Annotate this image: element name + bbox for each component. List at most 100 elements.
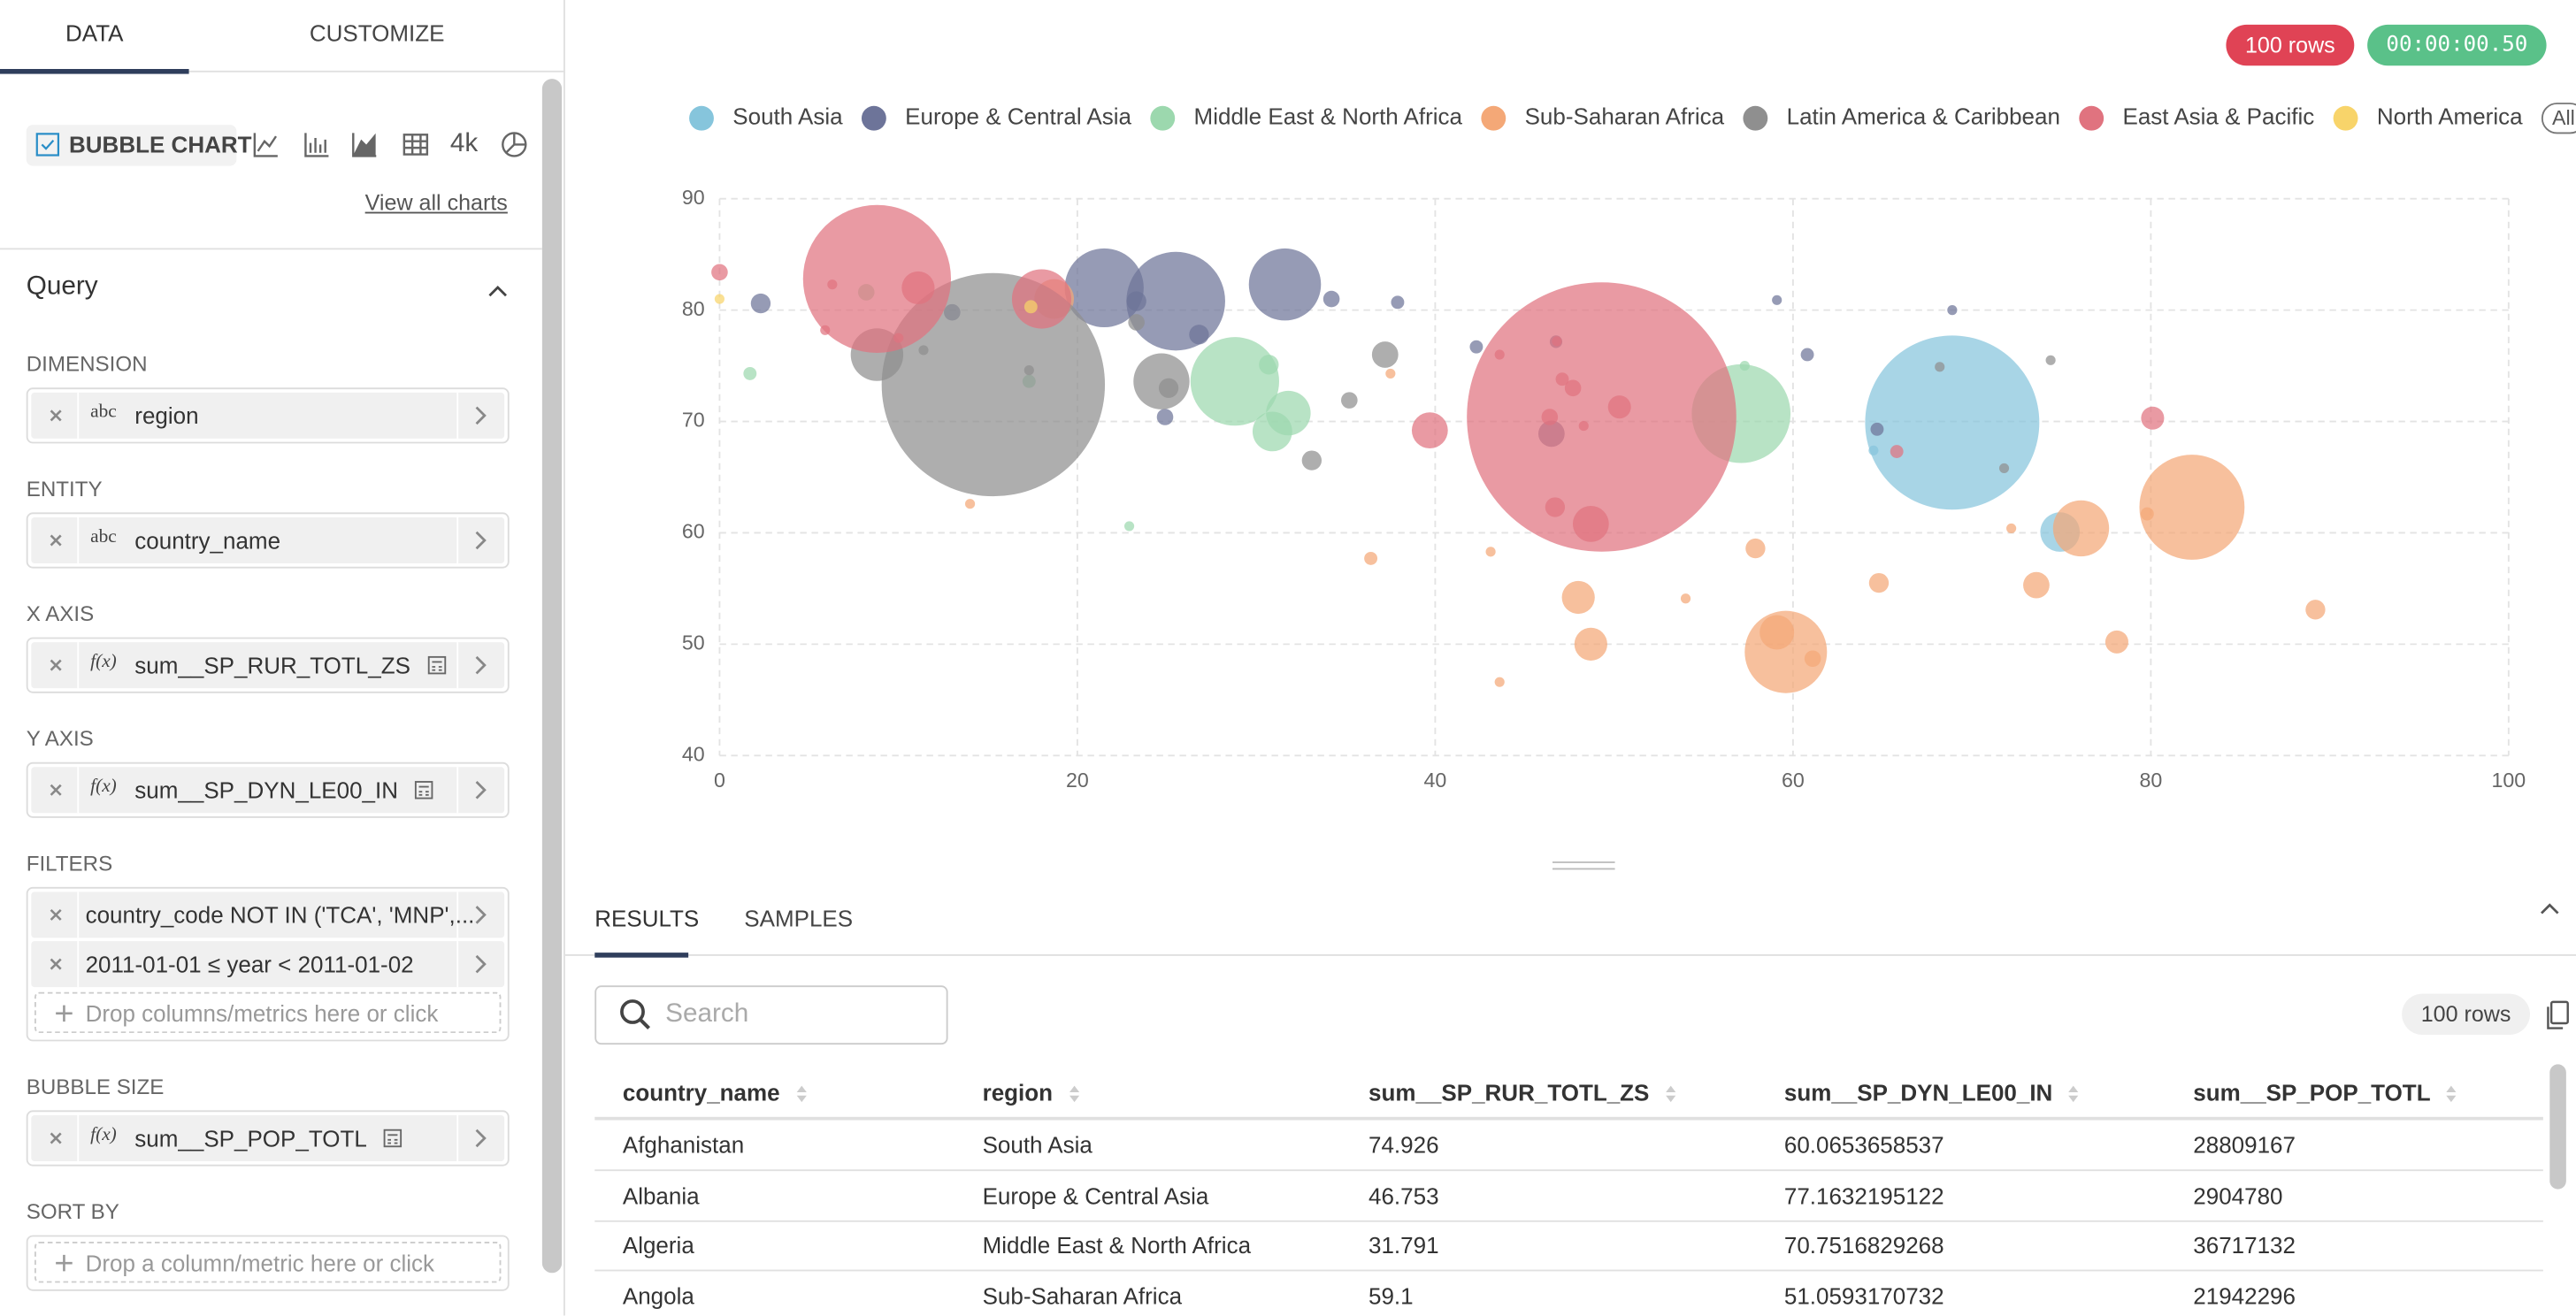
column-header[interactable]: region xyxy=(982,1079,1054,1106)
field-pill[interactable]: country_code NOT IN ('TCA', 'MNP',... xyxy=(31,891,505,938)
chart-type-pill[interactable] xyxy=(26,125,237,166)
column-header[interactable]: country_name xyxy=(622,1079,780,1106)
bubble[interactable] xyxy=(1552,336,1562,347)
bubble[interactable] xyxy=(820,325,831,335)
bubble[interactable] xyxy=(1494,677,1505,687)
field-pill[interactable]: f(x) sum__SP_DYN_LE00_IN xyxy=(31,767,505,814)
bubble[interactable] xyxy=(1301,450,1322,471)
legend-label[interactable]: Middle East & North Africa xyxy=(1194,103,1463,130)
bubble[interactable] xyxy=(1123,521,1135,532)
chart-type-label[interactable]: BUBBLE CHART xyxy=(69,131,252,158)
tab[interactable]: CUSTOMIZE xyxy=(309,19,445,47)
view-all-link[interactable]: View all charts xyxy=(364,190,508,216)
field-pill[interactable]: abc region xyxy=(31,392,505,439)
bubble[interactable] xyxy=(1947,305,1958,316)
bubble[interactable] xyxy=(2006,523,2017,534)
bubble[interactable] xyxy=(1607,395,1631,419)
tab[interactable]: SAMPLES xyxy=(744,905,854,932)
search-box[interactable] xyxy=(594,985,948,1045)
chart-type-icons[interactable] xyxy=(249,128,532,161)
drop-zone[interactable]: Drop a column/metric here or click xyxy=(34,1242,502,1283)
bubble[interactable] xyxy=(964,499,976,509)
sort-icon[interactable] xyxy=(1068,1084,1081,1104)
field-pill[interactable]: f(x) sum__SP_RUR_TOTL_ZS xyxy=(31,642,505,689)
bubble[interactable] xyxy=(802,204,952,353)
tab[interactable]: DATA xyxy=(65,19,124,47)
bubble[interactable] xyxy=(1158,378,1179,398)
column-header[interactable]: sum__SP_RUR_TOTL_ZS xyxy=(1368,1079,1650,1106)
legend-marker[interactable] xyxy=(1150,105,1176,131)
bubble[interactable] xyxy=(1804,650,1821,668)
bubble[interactable] xyxy=(1868,572,1890,593)
bubble[interactable] xyxy=(1800,348,1814,362)
bubble[interactable] xyxy=(1467,282,1736,552)
bubble[interactable] xyxy=(1935,362,1945,372)
bubble[interactable] xyxy=(1485,547,1496,557)
collapse-icon[interactable] xyxy=(2536,897,2563,920)
sort-icon[interactable] xyxy=(1664,1084,1677,1104)
bubble[interactable] xyxy=(893,333,904,343)
bubble[interactable] xyxy=(2052,500,2110,557)
tab[interactable]: RESULTS xyxy=(594,905,700,932)
field-pill[interactable]: f(x) sum__SP_POP_TOTL xyxy=(31,1115,505,1162)
bubble[interactable] xyxy=(1391,295,1405,310)
bubble[interactable] xyxy=(1190,337,1279,426)
bubble[interactable] xyxy=(1772,295,1782,305)
collapse-icon[interactable] xyxy=(487,279,510,302)
bubble[interactable] xyxy=(1126,291,1146,311)
bubble[interactable] xyxy=(1011,269,1072,329)
big-number-icon[interactable]: 4k xyxy=(449,129,479,158)
expand-icon[interactable] xyxy=(472,903,488,926)
legend-label[interactable]: Europe & Central Asia xyxy=(905,103,1131,130)
bubble[interactable] xyxy=(1760,615,1795,650)
legend-marker[interactable] xyxy=(861,105,886,131)
bubble[interactable] xyxy=(918,345,929,356)
bubble[interactable] xyxy=(901,271,935,305)
bubble[interactable] xyxy=(1745,538,1766,559)
bubble[interactable] xyxy=(1541,409,1559,425)
bubble[interactable] xyxy=(2139,455,2245,560)
copy-icon[interactable] xyxy=(2543,998,2572,1031)
bubble[interactable] xyxy=(750,293,771,314)
bubble[interactable] xyxy=(1024,300,1038,314)
legend-marker[interactable] xyxy=(1743,105,1768,131)
remove-icon[interactable] xyxy=(46,531,65,550)
legend-label[interactable]: Latin America & Caribbean xyxy=(1787,103,2060,130)
bubble[interactable] xyxy=(1252,411,1292,452)
legend-marker[interactable] xyxy=(1481,105,1506,131)
bubble[interactable] xyxy=(2141,406,2165,430)
bubble[interactable] xyxy=(1248,248,1322,321)
sort-icon[interactable] xyxy=(794,1084,808,1104)
bubble[interactable] xyxy=(1128,314,1145,331)
bubble[interactable] xyxy=(1024,365,1034,376)
bubble[interactable] xyxy=(1561,580,1595,615)
bubble[interactable] xyxy=(1259,355,1279,375)
bubble[interactable] xyxy=(2140,507,2154,521)
legend-marker[interactable] xyxy=(2333,105,2358,131)
bubble[interactable] xyxy=(1494,349,1505,360)
bubble[interactable] xyxy=(1371,341,1399,368)
bubble[interactable] xyxy=(1572,506,1609,542)
bubble[interactable] xyxy=(1574,627,1607,661)
legend-label[interactable]: North America xyxy=(2377,103,2523,130)
bubble[interactable] xyxy=(714,294,725,304)
sort-icon[interactable] xyxy=(2445,1084,2458,1104)
column-header[interactable]: sum__SP_POP_TOTL xyxy=(2193,1079,2431,1106)
bubble[interactable] xyxy=(1680,593,1691,604)
remove-icon[interactable] xyxy=(46,406,65,425)
bubble[interactable] xyxy=(1555,372,1569,386)
expand-icon[interactable] xyxy=(472,778,488,801)
remove-icon[interactable] xyxy=(46,780,65,800)
legend-button-label[interactable]: All xyxy=(2552,106,2575,129)
bubble[interactable] xyxy=(1341,392,1358,409)
expand-icon[interactable] xyxy=(472,654,488,677)
bubble[interactable] xyxy=(1189,325,1209,345)
field-pill[interactable]: abc country_name xyxy=(31,517,505,564)
bubble[interactable] xyxy=(1469,340,1484,354)
bubble[interactable] xyxy=(1870,422,1884,436)
remove-icon[interactable] xyxy=(46,655,65,675)
bubble[interactable] xyxy=(1156,409,1174,425)
bubble[interactable] xyxy=(743,366,757,380)
bubble[interactable] xyxy=(1739,361,1750,371)
bubble[interactable] xyxy=(1364,551,1378,565)
